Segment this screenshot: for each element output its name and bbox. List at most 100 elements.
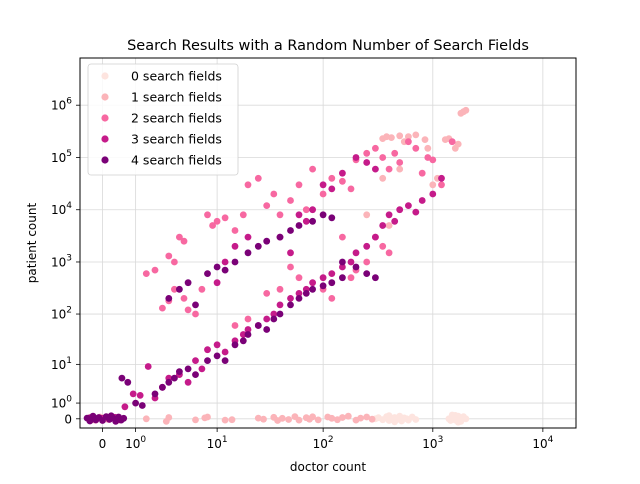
data-point-series-4	[231, 258, 239, 266]
data-point-series-4	[302, 290, 310, 297]
data-point-series-1	[363, 413, 371, 421]
data-point-series-2	[254, 174, 262, 182]
legend-label: 3 search fields	[131, 132, 222, 147]
chart-title: Search Results with a Random Number of S…	[127, 38, 529, 54]
data-point-series-3	[339, 263, 346, 271]
legend-label: 4 search fields	[131, 153, 222, 168]
data-point-series-1	[228, 416, 236, 424]
data-point-series-3	[372, 233, 379, 241]
data-point-series-2	[295, 181, 303, 189]
data-point-series-1	[328, 414, 336, 422]
data-point-series-1	[339, 414, 346, 421]
data-point-series-1	[254, 414, 262, 422]
data-point-series-2	[448, 138, 456, 146]
data-point-series-2	[263, 202, 271, 210]
data-point-series-2	[171, 285, 178, 293]
data-point-series-3	[412, 208, 420, 216]
data-point-series-0	[412, 416, 420, 423]
data-point-series-4	[221, 357, 229, 364]
x-axis-label: doctor count	[290, 460, 367, 474]
data-point-series-3	[396, 206, 404, 214]
data-point-series-2	[171, 258, 178, 266]
data-point-series-2	[270, 190, 278, 198]
data-point-series-4	[339, 258, 346, 266]
y-tick-label: 104	[51, 201, 72, 217]
data-point-series-2	[213, 217, 221, 225]
x-tick-label: 101	[207, 435, 228, 451]
data-point-series-4	[204, 270, 211, 277]
data-point-series-2	[295, 274, 303, 282]
data-point-series-2	[302, 206, 310, 214]
y-tick-label: 100	[51, 395, 72, 411]
legend-marker	[101, 93, 109, 101]
data-point-series-4	[165, 378, 173, 386]
data-point-series-1	[385, 222, 393, 229]
data-point-series-2	[165, 252, 173, 260]
data-point-series-3	[418, 197, 426, 204]
data-point-series-1	[412, 131, 420, 139]
data-point-series-4	[328, 279, 336, 287]
data-point-series-1	[388, 134, 395, 142]
data-point-series-4	[254, 322, 262, 329]
data-point-series-2	[209, 222, 217, 229]
data-point-series-2	[180, 295, 188, 302]
data-point-series-3	[192, 357, 199, 364]
data-point-series-4	[118, 374, 126, 382]
data-point-series-4	[176, 285, 183, 293]
data-point-series-2	[339, 177, 346, 185]
data-point-series-1	[260, 415, 267, 423]
data-point-series-1	[396, 132, 404, 140]
data-point-series-3	[302, 217, 310, 225]
data-point-series-4	[309, 285, 316, 293]
data-point-series-3	[287, 249, 294, 257]
data-point-series-3	[121, 403, 129, 411]
data-point-series-4	[138, 402, 146, 409]
data-point-series-4	[295, 222, 303, 229]
data-point-series-2	[180, 237, 188, 245]
data-point-series-4	[124, 378, 132, 386]
data-point-series-4	[287, 227, 294, 234]
data-point-series-2	[244, 315, 252, 323]
data-point-series-2	[176, 233, 183, 241]
x-tick-label: 102	[313, 435, 334, 451]
data-point-series-3	[198, 365, 206, 373]
y-tick-label: 106	[51, 97, 72, 113]
data-point-series-1	[368, 415, 376, 423]
data-point-series-3	[438, 174, 445, 182]
data-point-series-3	[363, 242, 371, 250]
data-point-series-2	[339, 233, 346, 241]
data-point-series-2	[276, 211, 284, 219]
data-point-series-2	[347, 185, 355, 193]
data-point-series-0	[448, 411, 456, 419]
data-point-series-3	[231, 242, 239, 250]
data-point-series-1	[165, 414, 173, 421]
x-tick-label: 0	[99, 437, 107, 451]
data-point-series-2	[379, 242, 387, 250]
data-point-series-0	[447, 417, 454, 424]
data-point-series-1	[295, 416, 303, 424]
data-point-series-1	[192, 416, 199, 424]
data-point-series-3	[309, 206, 316, 214]
data-point-series-3	[184, 378, 192, 386]
data-point-series-3	[319, 181, 327, 189]
data-point-series-3	[213, 341, 221, 349]
data-point-series-3	[319, 274, 327, 282]
data-point-series-2	[184, 306, 192, 314]
data-point-series-3	[405, 202, 412, 210]
data-point-series-2	[231, 322, 239, 329]
data-point-series-1	[379, 174, 387, 182]
legend-box	[87, 63, 239, 176]
data-point-series-4	[192, 371, 199, 378]
data-point-series-2	[204, 211, 211, 219]
data-point-series-4	[244, 249, 252, 257]
data-point-series-4	[239, 337, 247, 345]
data-point-series-4	[107, 412, 115, 420]
data-point-series-4	[184, 365, 192, 373]
data-point-series-2	[405, 138, 412, 146]
y-tick-label: 102	[51, 306, 72, 322]
data-point-series-3	[129, 390, 137, 398]
data-point-series-2	[244, 181, 252, 189]
data-point-series-2	[319, 190, 327, 198]
data-point-series-3	[295, 290, 303, 297]
